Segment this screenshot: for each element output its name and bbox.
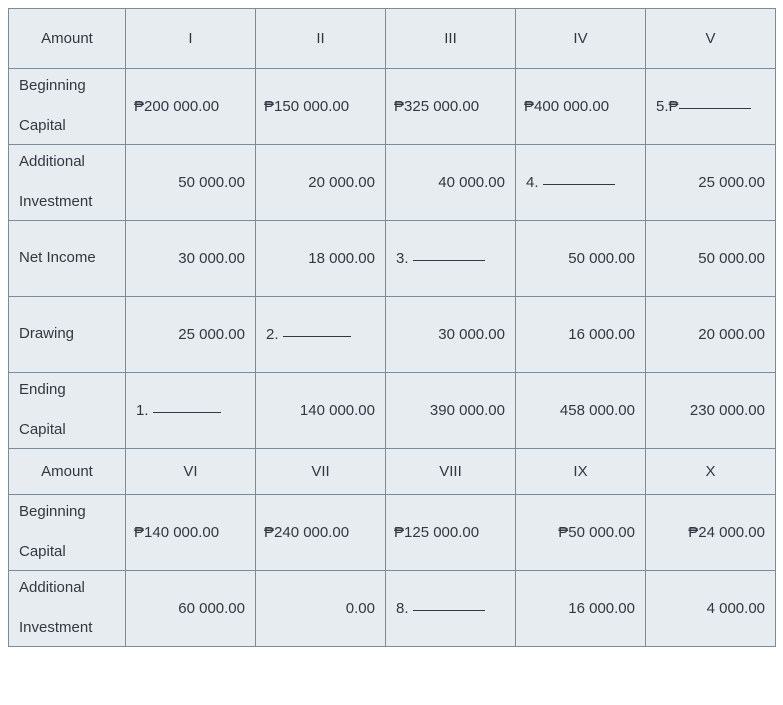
row-label: Additional Investment (9, 571, 126, 647)
blank-prefix: 1. (136, 402, 153, 419)
header-row-2: Amount VI VII VIII IX X (9, 449, 776, 495)
blank-line (413, 260, 485, 261)
label-line-1: Ending (19, 381, 115, 398)
cell: 458 000.00 (516, 373, 646, 449)
blank-line (153, 412, 221, 413)
cell-blank-3: 3. (386, 221, 516, 297)
blank-prefix: 5.₱ (656, 98, 679, 115)
row-ending-capital-1: Ending Capital 1. 140 000.00 390 000.00 … (9, 373, 776, 449)
cell: 20 000.00 (646, 297, 776, 373)
header-col-iii: III (386, 9, 516, 69)
cell: 390 000.00 (386, 373, 516, 449)
cell-blank-2: 2. (256, 297, 386, 373)
label-line-1: Beginning (19, 77, 115, 94)
header-col-vi: VI (126, 449, 256, 495)
blank-prefix: 3. (396, 250, 413, 267)
cell: ₱150 000.00 (256, 69, 386, 145)
cell: 25 000.00 (126, 297, 256, 373)
header-col-v: V (646, 9, 776, 69)
blank-line (413, 610, 485, 611)
cell: 50 000.00 (646, 221, 776, 297)
cell: 60 000.00 (126, 571, 256, 647)
cell: ₱200 000.00 (126, 69, 256, 145)
blank-prefix: 2. (266, 326, 283, 343)
label-line-2: Capital (19, 117, 115, 134)
cell-blank-4: 4. (516, 145, 646, 221)
cell: 4 000.00 (646, 571, 776, 647)
capital-table: Amount I II III IV V Beginning Capital ₱… (8, 8, 776, 647)
row-label: Beginning Capital (9, 495, 126, 571)
row-label: Ending Capital (9, 373, 126, 449)
header-col-vii: VII (256, 449, 386, 495)
row-additional-investment-2: Additional Investment 60 000.00 0.00 8. … (9, 571, 776, 647)
row-additional-investment-1: Additional Investment 50 000.00 20 000.0… (9, 145, 776, 221)
cell: 50 000.00 (516, 221, 646, 297)
header-col-i: I (126, 9, 256, 69)
header-row-1: Amount I II III IV V (9, 9, 776, 69)
label-line-1: Beginning (19, 503, 115, 520)
header-col-iv: IV (516, 9, 646, 69)
label-line-1: Additional (19, 579, 115, 596)
label-line-1: Additional (19, 153, 115, 170)
cell: 18 000.00 (256, 221, 386, 297)
blank-line (679, 108, 751, 109)
row-label: Beginning Capital (9, 69, 126, 145)
header-label: Amount (9, 449, 126, 495)
cell: 16 000.00 (516, 571, 646, 647)
cell: 140 000.00 (256, 373, 386, 449)
row-label: Drawing (9, 297, 126, 373)
cell: 30 000.00 (386, 297, 516, 373)
cell: ₱24 000.00 (646, 495, 776, 571)
blank-prefix: 8. (396, 600, 413, 617)
cell: 40 000.00 (386, 145, 516, 221)
blank-line (543, 184, 615, 185)
label-line-2: Investment (19, 619, 115, 636)
cell: ₱50 000.00 (516, 495, 646, 571)
cell: 0.00 (256, 571, 386, 647)
cell: ₱140 000.00 (126, 495, 256, 571)
cell: 25 000.00 (646, 145, 776, 221)
header-col-ix: IX (516, 449, 646, 495)
header-label: Amount (9, 9, 126, 69)
row-drawing-1: Drawing 25 000.00 2. 30 000.00 16 000.00… (9, 297, 776, 373)
cell: 230 000.00 (646, 373, 776, 449)
row-label: Net Income (9, 221, 126, 297)
cell-blank-1: 1. (126, 373, 256, 449)
header-col-viii: VIII (386, 449, 516, 495)
cell: ₱325 000.00 (386, 69, 516, 145)
cell: 16 000.00 (516, 297, 646, 373)
row-label: Additional Investment (9, 145, 126, 221)
row-beginning-capital-2: Beginning Capital ₱140 000.00 ₱240 000.0… (9, 495, 776, 571)
cell-blank-8: 8. (386, 571, 516, 647)
cell: ₱400 000.00 (516, 69, 646, 145)
label-line-2: Capital (19, 543, 115, 560)
header-col-ii: II (256, 9, 386, 69)
blank-line (283, 336, 351, 337)
cell: 30 000.00 (126, 221, 256, 297)
cell: 20 000.00 (256, 145, 386, 221)
cell: ₱125 000.00 (386, 495, 516, 571)
row-net-income-1: Net Income 30 000.00 18 000.00 3. 50 000… (9, 221, 776, 297)
cell: 50 000.00 (126, 145, 256, 221)
row-beginning-capital-1: Beginning Capital ₱200 000.00 ₱150 000.0… (9, 69, 776, 145)
header-col-x: X (646, 449, 776, 495)
cell-blank-5: 5.₱ (646, 69, 776, 145)
blank-prefix: 4. (526, 174, 543, 191)
cell: ₱240 000.00 (256, 495, 386, 571)
label-line-2: Investment (19, 193, 115, 210)
label-line-2: Capital (19, 421, 115, 438)
